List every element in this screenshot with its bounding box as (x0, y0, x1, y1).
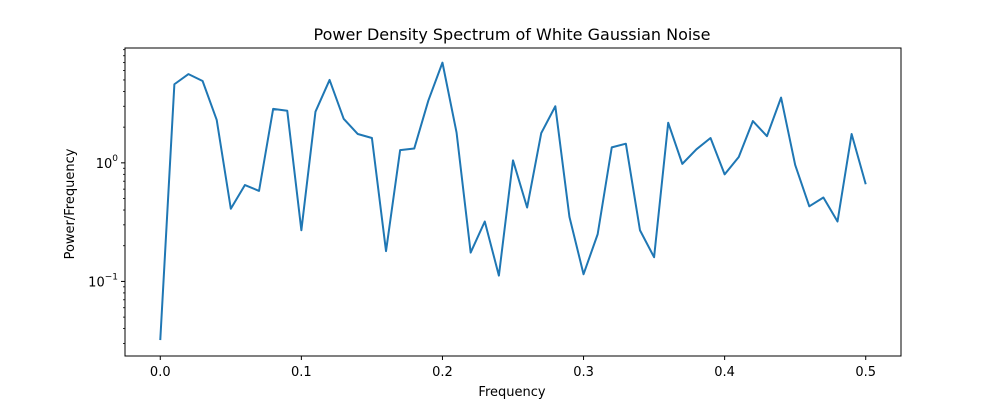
y-axis: 10−1 100 (88, 154, 125, 290)
chart-title: Power Density Spectrum of White Gaussian… (314, 25, 711, 44)
y-tick-label: 100 (96, 154, 119, 172)
x-tick-label: 0.1 (291, 365, 312, 380)
series-line (159, 61, 867, 341)
y-tick-label: 10−1 (88, 272, 118, 290)
x-tick-label: 0.0 (150, 365, 171, 380)
x-tick-label: 0.4 (714, 365, 735, 380)
x-tick-label: 0.3 (573, 365, 594, 380)
plot-frame (124, 47, 902, 357)
x-tick-label: 0.2 (432, 365, 453, 380)
x-axis: 0.0 0.1 0.2 0.3 0.4 0.5 (150, 356, 876, 380)
x-axis-label: Frequency (478, 385, 545, 400)
y-axis-label: Power/Frequency (63, 148, 78, 259)
y-minor-ticks (123, 49, 125, 344)
x-tick-label: 0.5 (855, 365, 876, 380)
